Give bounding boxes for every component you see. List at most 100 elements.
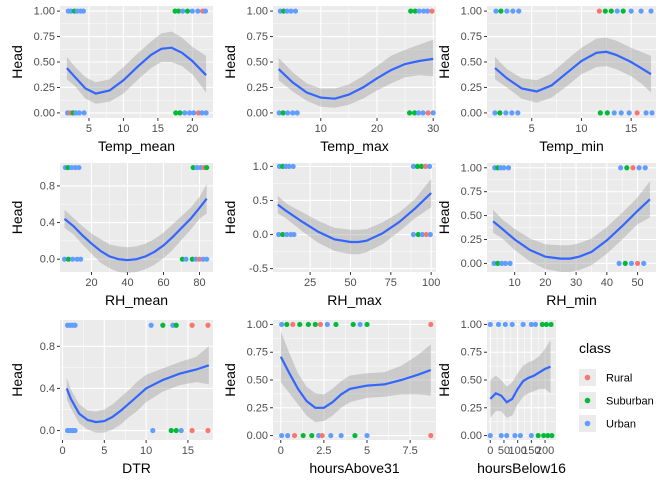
- panel-9-point-suburban: [543, 321, 550, 328]
- panel-9-point-urban: [517, 432, 524, 439]
- panel-8-point-suburban: [300, 432, 306, 439]
- panel-7-ytick-label: 0.4: [40, 383, 55, 395]
- panel-3-point-urban: [611, 110, 617, 116]
- panel-3-point-urban: [503, 110, 509, 116]
- panel-8-ytick-label: 1.00: [247, 319, 268, 331]
- panel-5-x-axis-title: RH_max: [327, 292, 381, 308]
- panel-8-point-suburban: [305, 321, 311, 328]
- panel-4-point-urban: [200, 256, 206, 262]
- panel-2-point-urban: [421, 8, 427, 14]
- panel-2-ytick-label: 0.25: [247, 82, 268, 94]
- panel-3-ytick-label: 0.25: [461, 82, 482, 94]
- panel-8-point-suburban: [312, 321, 318, 328]
- panel-2-point-urban: [292, 8, 299, 14]
- panel-1-point-urban: [191, 110, 197, 116]
- panel-9-point-urban: [528, 432, 534, 439]
- panel-8-confidence-band: [280, 331, 431, 423]
- panel-3-point-rural: [634, 110, 640, 116]
- panel-6-ytick-label: 1.00: [461, 162, 482, 174]
- panel-2-point-rural: [425, 110, 431, 116]
- panel-3-point-urban: [649, 110, 655, 116]
- panel-8-ytick-label: 0.00: [247, 430, 268, 442]
- legend-swatch-suburban: [584, 397, 591, 404]
- panel-8-point-urban: [338, 432, 344, 439]
- panel-7-ytick-label: 0.8: [40, 341, 55, 353]
- panel-6-point-urban: [499, 260, 505, 266]
- panel-2-ytick-label: 0.50: [247, 57, 268, 69]
- panel-5-point-urban: [290, 163, 296, 170]
- panel-9-point-suburban: [535, 432, 541, 439]
- panel-7-point-rural: [189, 427, 195, 434]
- panel-9-point-urban: [498, 432, 504, 439]
- panel-8-point-rural: [290, 321, 296, 328]
- panel-1-point-urban: [202, 8, 209, 14]
- panel-1-smooth-line: [66, 46, 207, 95]
- panel-4-point-urban: [197, 164, 203, 171]
- panel-8-point-suburban: [364, 321, 370, 328]
- panel-1-ytick-label: 0.00: [34, 107, 55, 119]
- panel-9-point-urban: [495, 321, 502, 328]
- panel-5-point-suburban: [415, 231, 421, 238]
- panel-2-point-suburban: [408, 8, 414, 14]
- panel-8-smooth-line: [279, 356, 432, 409]
- panel-5-point-urban: [427, 231, 433, 238]
- panel-9-point-suburban: [548, 321, 554, 328]
- panel-1-x-axis-title: Temp_mean: [98, 138, 175, 154]
- panel-2-point-suburban: [406, 110, 413, 116]
- panel-5-xtick-label: 100: [422, 277, 440, 289]
- panel-6-point-urban: [502, 260, 509, 266]
- panel-1-ytick-label: 0.75: [34, 31, 55, 43]
- panel-3-point-urban: [648, 8, 654, 14]
- panel-3-point-suburban: [497, 110, 503, 116]
- panel-9-point-urban: [502, 321, 508, 328]
- panel-3-ytick-label: 1.00: [461, 6, 482, 18]
- panel-1-point-urban: [195, 8, 201, 14]
- panel-4-point-urban: [70, 256, 76, 262]
- panel-2: 0.00 0.25 0.50 0.75 1.00 10 20 30 Temp_max Head: [222, 6, 439, 154]
- panel-6-ytick-label: 0.50: [461, 210, 482, 222]
- panel-1-point-urban: [182, 110, 188, 116]
- panel-5-point-urban: [276, 231, 282, 238]
- panel-5-ytick-label: -0.5: [249, 263, 268, 275]
- panel-3-smooth-line: [494, 50, 652, 93]
- panel-5-point-urban: [291, 231, 297, 238]
- panel-8-point-urban: [324, 321, 330, 328]
- panel-2-point-urban: [276, 110, 282, 116]
- panel-3: 0.00 0.25 0.50 0.75 1.00 5 10 15 Temp_min Head: [436, 6, 656, 154]
- panel-4-point-suburban: [190, 164, 196, 171]
- panel-5: -0.5 0.0 0.5 1.0 25 50 75 100 RH_max Head: [222, 161, 440, 308]
- panel-6-xtick-label: 10: [509, 277, 521, 289]
- panel-6-point-urban: [636, 165, 642, 171]
- panel-4-ytick-label: 0.4: [40, 217, 55, 229]
- panel-7-point-rural: [189, 322, 195, 328]
- panel-3-point-urban: [626, 110, 632, 116]
- panel-8-ytick-label: 0.75: [247, 347, 268, 359]
- panel-2-ytick-label: 1.00: [247, 6, 268, 18]
- panel-6-xtick-label: 20: [539, 277, 551, 289]
- panel-9-ytick-label: 0.75: [461, 347, 482, 359]
- panel-4: 0.0 0.4 0.8 20 40 60 80 RH_mean Head: [9, 163, 213, 308]
- panel-8-point-suburban: [284, 321, 290, 328]
- panel-3-point-urban: [510, 8, 516, 14]
- panel-8-ytick-label: 0.25: [247, 402, 268, 414]
- panel-7-point-suburban: [173, 322, 179, 328]
- panel-1-point-suburban: [173, 110, 179, 116]
- panel-6-ytick-label: 0.25: [461, 234, 482, 246]
- panel-2-point-urban: [285, 110, 291, 116]
- panel-4-ytick-label: 0.0: [40, 254, 55, 266]
- panel-1-ytick-label: 1.00: [34, 6, 55, 18]
- panel-1-point-urban: [199, 110, 205, 116]
- legend-items: Rural Suburban Urban: [579, 369, 654, 432]
- panel-9-point-urban: [487, 321, 493, 328]
- panel-8-point-rural: [317, 321, 324, 328]
- panel-7-confidence-band: [66, 346, 209, 433]
- panel-9-point-urban: [509, 321, 515, 328]
- panel-8-xtick-label: 0: [278, 445, 284, 457]
- panel-5-ytick-label: 0.5: [253, 195, 268, 207]
- panel-4-point-urban: [61, 256, 68, 262]
- panel-3-point-urban: [614, 8, 620, 14]
- panel-3-point-urban: [516, 8, 522, 14]
- panel-2-xtick-label: 30: [427, 123, 439, 135]
- panel-9-confidence-band: [490, 340, 551, 418]
- panel-6-point-urban: [507, 260, 513, 266]
